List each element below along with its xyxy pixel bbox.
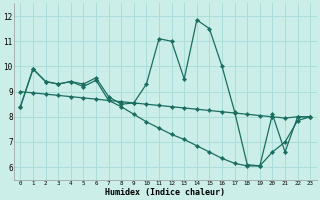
X-axis label: Humidex (Indice chaleur): Humidex (Indice chaleur) xyxy=(105,188,225,197)
